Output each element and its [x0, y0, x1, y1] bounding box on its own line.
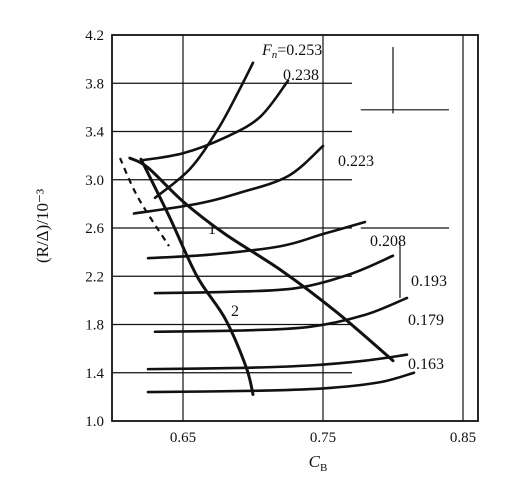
curve-label: 0.208: [370, 233, 406, 250]
fn-curve: [146, 220, 367, 260]
fn-curve: [153, 61, 255, 200]
grid-layer: [112, 35, 464, 421]
y-tick-label: 3.4: [85, 125, 104, 141]
fn-curve: [146, 371, 416, 394]
fn-curve: [153, 296, 409, 334]
x-tick-labels: 0.65 0.75 0.85: [170, 430, 476, 446]
curve-label: 0.193: [411, 273, 447, 290]
x-axis-title: CB: [309, 452, 328, 474]
x-tick-label: 0.65: [170, 430, 196, 446]
y-tick-labels: 1.0 1.4 1.8 2.2 2.6 3.0 3.4 3.8 4.2: [85, 28, 104, 430]
x-tick-label: 0.75: [310, 430, 336, 446]
x-tick-label: 0.85: [450, 430, 476, 446]
envelope-label-2: 2: [231, 303, 239, 320]
curve-label: 0.163: [408, 356, 444, 373]
fn-curve: [146, 353, 409, 371]
y-tick-label: 3.8: [85, 76, 104, 92]
plot-frame: [111, 34, 479, 422]
y-tick-label: 1.0: [85, 414, 104, 430]
curve-label: 0.179: [408, 312, 444, 329]
curve-label: Fn=0.253: [261, 42, 322, 61]
y-axis-title: (R/Δ)/10⁻³: [33, 189, 52, 263]
fn-curve: [132, 144, 325, 215]
y-tick-label: 3.0: [85, 173, 104, 189]
curve-layer: [118, 47, 449, 396]
fn-curve: [139, 79, 290, 162]
y-tick-label: 2.2: [85, 269, 104, 285]
curve-labels: Fn=0.253 0.238 0.223 0.208 0.193 0.179 0.163 1 2: [208, 42, 447, 373]
envelope-curve-2: [139, 157, 255, 396]
envelope-curve-1: [128, 156, 395, 363]
y-tick-label: 1.4: [85, 366, 104, 382]
curve-label: 0.223: [338, 153, 374, 170]
y-tick-label: 1.8: [85, 318, 104, 334]
fn-curve: [153, 254, 395, 295]
y-tick-label: 4.2: [85, 28, 104, 44]
envelope-label-1: 1: [208, 221, 216, 238]
y-tick-label: 2.6: [85, 221, 104, 237]
curve-label: 0.238: [283, 67, 319, 84]
